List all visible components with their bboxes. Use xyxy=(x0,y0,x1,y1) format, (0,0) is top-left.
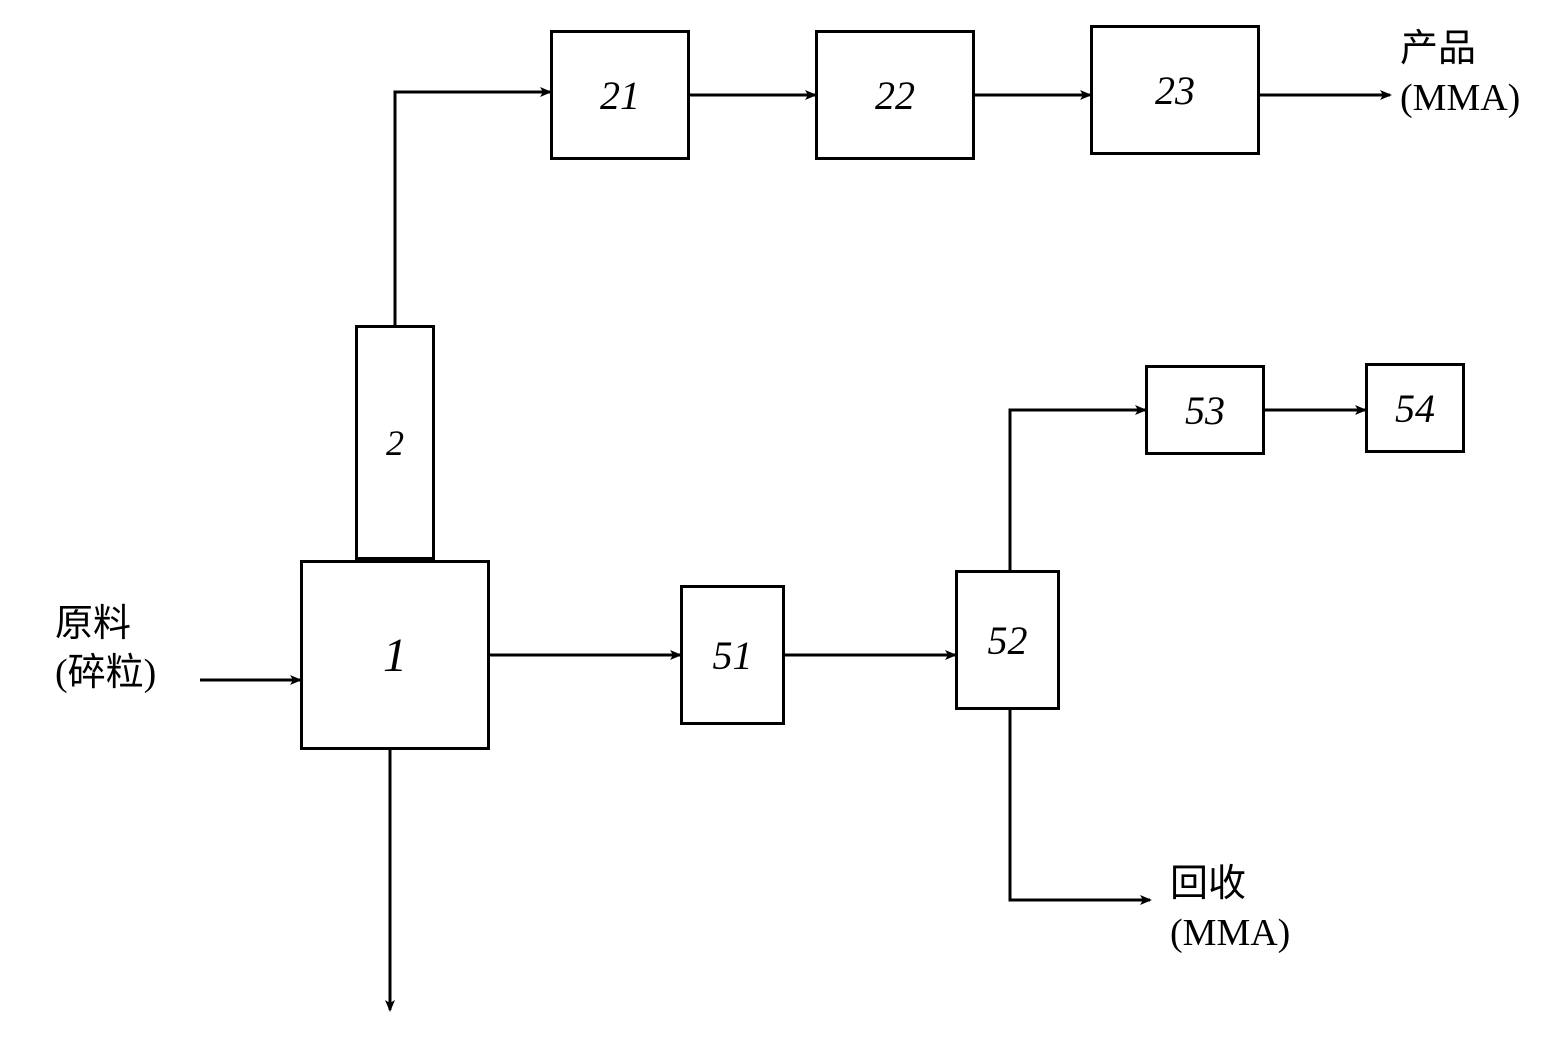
label-recycle: 回收(MMA) xyxy=(1170,860,1290,959)
node-label: 51 xyxy=(713,632,753,679)
edge-0 xyxy=(395,92,550,325)
node-label: 23 xyxy=(1155,67,1195,114)
node-n1: 1 xyxy=(300,560,490,750)
label-line: (MMA) xyxy=(1170,909,1290,958)
node-label: 54 xyxy=(1395,385,1435,432)
flowchart-canvas: 1221222351525354 原料(碎粒)产品(MMA)回收(MMA) xyxy=(0,0,1560,1062)
edge-9 xyxy=(1010,710,1150,900)
node-label: 52 xyxy=(988,617,1028,664)
label-feed: 原料(碎粒) xyxy=(55,600,156,699)
node-label: 22 xyxy=(875,72,915,119)
label-line: (MMA) xyxy=(1400,74,1520,123)
node-n21: 21 xyxy=(550,30,690,160)
node-label: 2 xyxy=(386,422,404,464)
node-n2: 2 xyxy=(355,325,435,560)
label-line: 回收 xyxy=(1170,860,1290,909)
node-n23: 23 xyxy=(1090,25,1260,155)
node-n53: 53 xyxy=(1145,365,1265,455)
node-n51: 51 xyxy=(680,585,785,725)
node-label: 53 xyxy=(1185,387,1225,434)
node-n52: 52 xyxy=(955,570,1060,710)
label-product: 产品(MMA) xyxy=(1400,25,1520,124)
edge-7 xyxy=(1010,410,1145,570)
node-n54: 54 xyxy=(1365,363,1465,453)
node-label: 21 xyxy=(600,72,640,119)
label-line: 原料 xyxy=(55,600,156,649)
node-label: 1 xyxy=(383,628,407,683)
label-line: (碎粒) xyxy=(55,649,156,698)
edge-layer xyxy=(0,0,1560,1062)
label-line: 产品 xyxy=(1400,25,1520,74)
node-n22: 22 xyxy=(815,30,975,160)
